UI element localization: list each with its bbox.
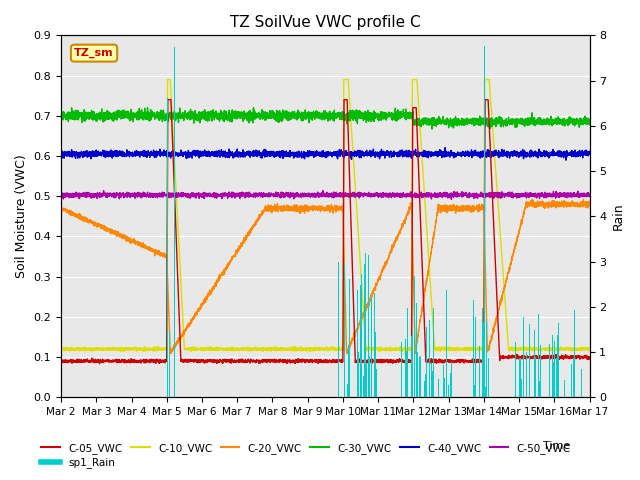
Legend: C-05_VWC, C-10_VWC, C-20_VWC, C-30_VWC, C-40_VWC, C-50_VWC: C-05_VWC, C-10_VWC, C-20_VWC, C-30_VWC, … xyxy=(37,439,575,458)
Title: TZ SoilVue VWC profile C: TZ SoilVue VWC profile C xyxy=(230,15,420,30)
Legend: sp1_Rain: sp1_Rain xyxy=(37,453,120,472)
Text: TZ_sm: TZ_sm xyxy=(74,48,114,58)
Y-axis label: Soil Moisture (VWC): Soil Moisture (VWC) xyxy=(15,155,28,278)
Y-axis label: Rain: Rain xyxy=(612,203,625,230)
Text: Time: Time xyxy=(543,441,570,451)
